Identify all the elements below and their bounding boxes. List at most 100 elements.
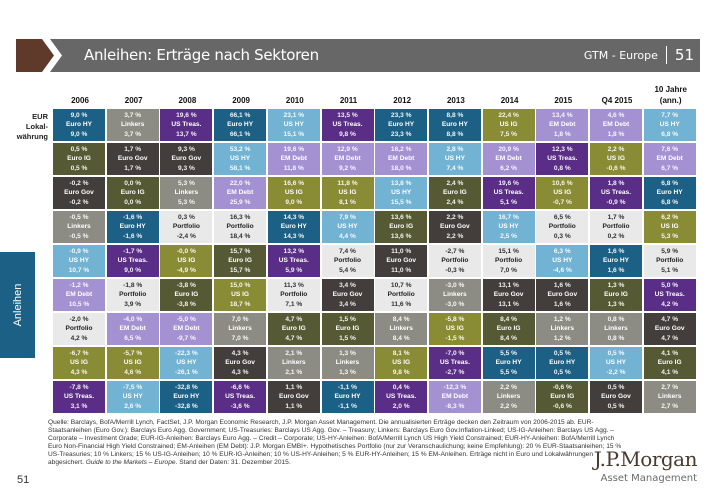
- table-cell: 7,6 % EM Debt 6,7 %: [643, 143, 696, 175]
- table-cell: 0,5 % Euro IG 0,5 %: [53, 143, 105, 175]
- sector-name: Euro HY: [495, 359, 522, 367]
- eur-return: 2,2 %: [446, 213, 464, 221]
- local-return: 11,6 %: [391, 300, 412, 308]
- local-return: 4,6 %: [124, 368, 142, 376]
- eur-return: 13,4 %: [552, 111, 573, 119]
- eur-return: 3,4 %: [339, 281, 356, 289]
- eur-return: -1,2 %: [69, 281, 89, 289]
- sector-name: Portfolio: [280, 291, 308, 299]
- sector-name: EM Debt: [334, 155, 361, 163]
- local-return: 0,0 %: [124, 198, 142, 206]
- local-return: 6,8 %: [661, 130, 679, 138]
- sector-name: US IG: [338, 189, 357, 197]
- sector-name: US IG: [607, 155, 625, 163]
- table-cell: 9,3 % Euro Gov 9,3 %: [160, 143, 213, 175]
- table-cell: 13,8 % US HY 15,5 %: [375, 177, 428, 209]
- local-return: 8,8 %: [446, 130, 464, 138]
- sector-name: US IG: [123, 359, 142, 367]
- sector-name: Portfolio: [441, 257, 469, 265]
- local-return: 0,8 %: [607, 334, 625, 342]
- local-return: 58,1 %: [229, 164, 251, 172]
- currency-row-label: EUR Lokal- währung: [2, 112, 48, 142]
- local-return: 11,0 %: [391, 266, 412, 274]
- table-cell: -5,8 % US IG -1,5 %: [428, 313, 481, 345]
- eur-return: 8,1 %: [392, 349, 410, 357]
- eur-return: 1,6 %: [553, 281, 571, 289]
- sector-name: EM Debt: [388, 155, 415, 163]
- local-return: 3,4 %: [339, 300, 356, 308]
- local-return: 6,7 %: [661, 164, 679, 172]
- local-return: 2,2 %: [500, 402, 518, 410]
- eur-return: 10,7 %: [390, 281, 412, 289]
- table-cell: 2,7 % Linkers 2,7 %: [643, 381, 696, 413]
- local-return: 1,8 %: [553, 130, 571, 138]
- sector-name: Euro IG: [657, 359, 682, 367]
- sector-name: US IG: [553, 189, 572, 197]
- sector-name: Linkers: [443, 291, 467, 299]
- table-cell: 20,9 % EM Debt 6,2 %: [482, 143, 535, 175]
- eur-return: 16,2 %: [390, 145, 412, 153]
- local-return: -26,1 %: [175, 368, 198, 376]
- local-return: 8,4 %: [500, 334, 518, 342]
- sector-name: Euro HY: [549, 359, 576, 367]
- sector-name: Linkers: [496, 393, 521, 401]
- sector-name: Linkers: [604, 325, 628, 333]
- table-cell: 6,3 % US HY -4,6 %: [536, 245, 589, 277]
- local-return: 7,5 %: [500, 130, 518, 138]
- table-cell: -2,7 % Portfolio -0,3 %: [428, 245, 481, 277]
- eur-return: 1,3 %: [339, 349, 356, 357]
- sector-name: Euro Gov: [117, 155, 148, 163]
- eur-return: -0,5 %: [69, 213, 89, 221]
- eur-return: 7,7 %: [661, 111, 679, 119]
- eur-return: 13,5 %: [337, 111, 358, 119]
- sector-name: Portfolio: [333, 257, 362, 265]
- local-return: 2,6 %: [124, 402, 142, 410]
- table-cell: 22,4 % US IG 7,5 %: [482, 109, 535, 141]
- local-return: 1,3 %: [339, 368, 356, 376]
- table-cell: 12,3 % US Treas. 0,8 %: [536, 143, 589, 175]
- local-return: 5,3 %: [177, 198, 195, 206]
- section-tab[interactable]: Anleihen: [0, 252, 35, 358]
- table-cell: -1,7 % US Treas. 9,0 %: [106, 245, 159, 277]
- brand-name: J.P.Morgan: [593, 447, 698, 471]
- column-header: 2007: [124, 96, 143, 105]
- eur-return: -1,8 %: [123, 281, 143, 289]
- eur-return: 0,5 %: [607, 349, 625, 357]
- eur-return: -1,1 %: [337, 383, 358, 391]
- column-header: 2008: [178, 96, 197, 105]
- sector-name: US Treas.: [117, 257, 148, 265]
- eur-return: 7,4 %: [339, 247, 356, 255]
- sector-name: Euro Gov: [225, 359, 255, 367]
- eur-return: 0,8 %: [607, 315, 625, 323]
- sector-name: Linkers: [282, 359, 306, 367]
- local-return: 1,6 %: [553, 300, 571, 308]
- table-cell: 0,4 % US Treas. 2,0 %: [375, 381, 428, 413]
- column-header: Q4 2015: [601, 96, 633, 105]
- sector-name: Euro Gov: [171, 155, 202, 163]
- local-return: -3,8 %: [176, 300, 196, 308]
- eur-return: 23,1 %: [283, 111, 305, 119]
- local-return: 14,3 %: [283, 232, 305, 240]
- table-cell: 4,7 % Euro IG 4,7 %: [267, 313, 320, 345]
- eur-return: 1,7 %: [124, 145, 142, 153]
- local-return: -0,6 %: [606, 164, 626, 172]
- table-cell: 8,1 % US IG 9,8 %: [375, 347, 428, 379]
- sector-name: Euro IG: [604, 291, 628, 299]
- eur-return: 6,5 %: [553, 213, 571, 221]
- local-return: 7,1 %: [285, 300, 303, 308]
- local-return: 15,7 %: [229, 266, 251, 274]
- sector-name: Euro HY: [173, 393, 200, 401]
- local-return: 1,7 %: [124, 164, 142, 172]
- eur-return: -12,3 %: [443, 383, 467, 391]
- sector-name: EM Debt: [280, 155, 307, 163]
- table-cell: 11,8 % US IG 8,1 %: [321, 177, 374, 209]
- brand-subtitle: Asset Management: [600, 473, 697, 484]
- sector-name: US HY: [230, 155, 251, 163]
- local-return: -0,7 %: [552, 198, 572, 206]
- sector-name: Linkers: [389, 325, 413, 333]
- column-header: 2006: [71, 96, 89, 105]
- sector-name: US Treas.: [386, 393, 417, 401]
- eur-return: 0,4 %: [392, 383, 410, 391]
- local-return: -1,6 %: [123, 232, 143, 240]
- eur-return: 3,7 %: [124, 111, 142, 119]
